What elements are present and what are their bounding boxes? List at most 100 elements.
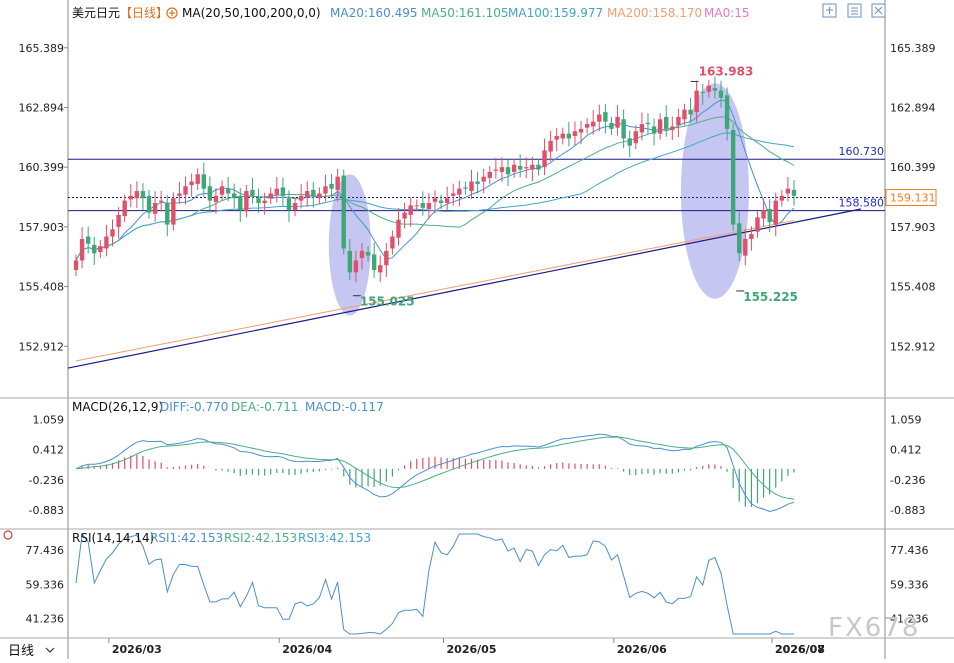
candle-body (335, 176, 340, 190)
candle-body (524, 167, 529, 169)
candle-body (365, 252, 371, 256)
candle-body (232, 193, 237, 199)
close-icon[interactable] (871, 3, 886, 18)
x-tick-label: 2026/05 (447, 643, 497, 656)
candle-body (134, 191, 140, 199)
candle-body (396, 219, 401, 238)
macd-tick-label: -0.883 (29, 504, 64, 517)
candle-body (444, 198, 450, 204)
candle-body (755, 217, 760, 232)
candle-body (353, 260, 359, 273)
candle-body (609, 122, 614, 129)
candle-body (104, 236, 109, 249)
y-tick-label-right: 155.408 (890, 281, 936, 294)
candle-body (493, 169, 499, 171)
candle-body (347, 250, 353, 273)
candle-body (73, 260, 79, 270)
macd-value: MACD:-0.117 (305, 400, 384, 414)
ma50-value: MA50:161.105 (421, 6, 509, 20)
y-tick-label: 152.912 (19, 340, 65, 353)
macd-tick-label: 1.059 (33, 413, 65, 426)
rsi-tick-label-right: 41.236 (890, 612, 929, 625)
candle-body (694, 90, 699, 113)
y-tick-label: 162.894 (19, 101, 65, 114)
annotation-high-label: 163.983 (699, 64, 754, 78)
candle-body (651, 126, 657, 134)
add-indicator-icon[interactable] (166, 7, 178, 19)
x-tick-label: 2026/06 (617, 643, 667, 656)
candle-body (664, 116, 669, 129)
rsi-tick-label: 41.236 (26, 612, 65, 625)
candle-body (390, 236, 395, 249)
candle-body (633, 131, 638, 144)
rsi3-value: RSI3:42.153 (298, 531, 371, 545)
rsi-tick-label-right: 77.436 (890, 544, 929, 557)
y-tick-label-right: 165.389 (890, 42, 936, 55)
x-tick-label: 2026/03 (112, 643, 162, 656)
candle-body (451, 193, 456, 196)
candle-body (165, 203, 170, 225)
candle-body (286, 198, 292, 211)
candle-body (420, 203, 426, 208)
candle-body (730, 130, 736, 225)
ma0-value: MA0:15 (704, 6, 750, 20)
candle-body (207, 186, 213, 201)
rsi-tick-label-right: 59.336 (890, 578, 929, 591)
ma200-line (75, 220, 795, 362)
period-tag: 【日线】 (120, 6, 168, 20)
candle-body (128, 195, 133, 200)
rsi2-value: RSI2:42.153 (224, 531, 297, 545)
period-button[interactable]: 日线 (8, 644, 55, 659)
candle-body (475, 181, 480, 184)
candle-body (268, 193, 273, 199)
window-controls[interactable] (822, 3, 886, 18)
macd-diff-line (75, 433, 795, 513)
candle-body (317, 193, 322, 199)
candle-body (743, 238, 748, 256)
candle-body (177, 193, 182, 196)
trendline (67, 208, 862, 369)
y-tick-label-right: 160.399 (890, 161, 936, 174)
candle-body (171, 198, 176, 225)
period-button-label[interactable]: 日线 (8, 644, 34, 659)
candle-body (378, 265, 383, 273)
macd-tick-label-right: -0.883 (890, 504, 925, 517)
macd-diff-value: DIFF:-0.770 (160, 400, 228, 414)
annotation-low-label: 155.025 (360, 295, 415, 309)
candle-body (603, 112, 608, 122)
macd-tick-label-right: 0.412 (890, 444, 922, 457)
candle-body (670, 126, 675, 131)
candle-body (791, 189, 797, 196)
settings-icon[interactable] (847, 3, 862, 18)
candle-body (98, 246, 103, 253)
macd-tick-label: 0.412 (33, 444, 65, 457)
candle-body (530, 164, 535, 170)
candle-body (225, 188, 231, 194)
candle-body (724, 95, 730, 129)
candle-body (256, 198, 261, 204)
candle-body (371, 254, 377, 270)
candle-body (238, 195, 243, 211)
candle-body (311, 189, 316, 196)
candle-body (591, 121, 596, 127)
candle-body (329, 183, 334, 189)
expand-icon[interactable] (822, 3, 837, 18)
candle-body (737, 223, 742, 254)
macd-tick-label-right: -0.236 (890, 474, 925, 487)
rsi-tick-label: 77.436 (26, 544, 65, 557)
y-tick-label: 157.903 (19, 221, 65, 234)
symbol-title: 美元日元 (72, 6, 120, 20)
macd-tick-label: -0.236 (29, 474, 64, 487)
rsi-label: RSI(14,14,14) (72, 531, 154, 545)
candle-body (408, 205, 413, 215)
candle-body (542, 150, 547, 168)
candle-body (639, 124, 645, 133)
candle-body (657, 119, 663, 134)
rsi-line (75, 532, 794, 635)
chevron-down-icon[interactable] (45, 647, 55, 653)
macd-dea-value: DEA:-0.711 (231, 400, 299, 414)
macd-tick-label-right: 1.059 (890, 413, 922, 426)
candle-body (773, 200, 778, 225)
y-tick-label: 155.408 (19, 281, 65, 294)
